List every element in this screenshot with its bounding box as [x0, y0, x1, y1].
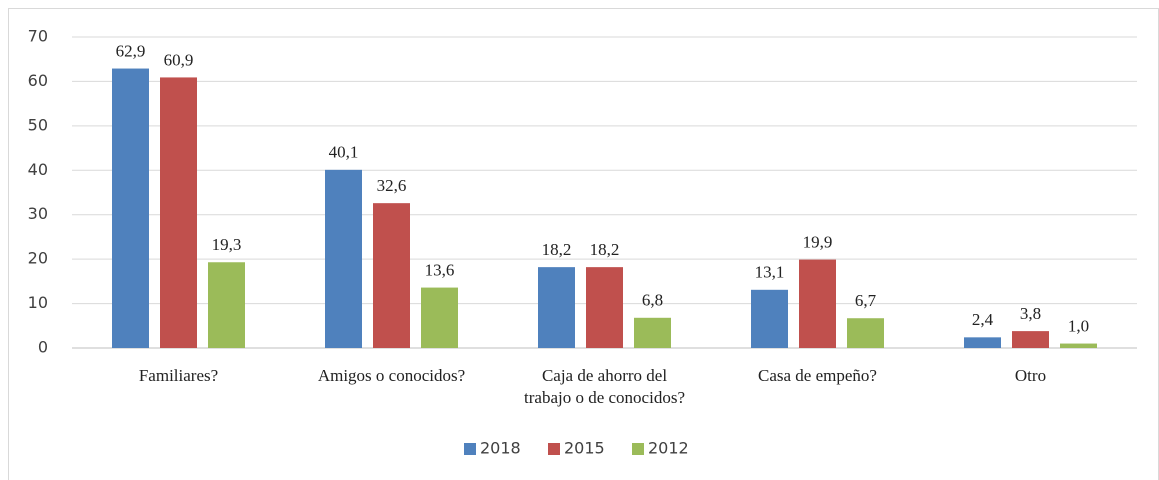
- bar: [964, 337, 1001, 348]
- data-label: 6,8: [642, 291, 663, 310]
- data-label: 6,7: [855, 291, 877, 310]
- x-tick-label: Caja de ahorro del trabajo o de conocidos…: [524, 366, 685, 407]
- legend-label: 2015: [564, 439, 605, 458]
- bar: [421, 287, 458, 348]
- y-tick-label: 40: [28, 160, 48, 179]
- y-tick-label: 50: [28, 115, 48, 134]
- data-label: 18,2: [542, 240, 572, 259]
- bar: [325, 169, 362, 348]
- bar: [586, 267, 623, 348]
- y-tick-label: 0: [38, 338, 48, 357]
- data-label: 19,3: [212, 235, 242, 254]
- legend-swatch: [548, 443, 560, 455]
- bar: [751, 289, 788, 348]
- bar: [847, 318, 884, 348]
- bar: [160, 77, 197, 349]
- x-tick-label: Casa de empeño?: [758, 366, 877, 385]
- data-label: 2,4: [972, 310, 994, 329]
- data-label: 60,9: [164, 50, 194, 69]
- data-label: 32,6: [377, 176, 407, 195]
- bar: [799, 259, 836, 348]
- y-tick-label: 10: [28, 293, 48, 312]
- bar: [112, 68, 149, 349]
- bar: [373, 203, 410, 348]
- legend-label: 2018: [480, 439, 521, 458]
- y-tick-label: 20: [28, 249, 48, 268]
- y-tick-label: 30: [28, 204, 48, 223]
- y-tick-label: 60: [28, 71, 48, 90]
- x-tick-label: Familiares?: [139, 366, 218, 385]
- x-tick-label: Amigos o conocidos?: [318, 366, 465, 385]
- y-tick-label: 70: [28, 27, 48, 46]
- legend-swatch: [632, 443, 644, 455]
- data-label: 18,2: [590, 240, 620, 259]
- bar: [1012, 331, 1049, 348]
- data-label: 19,9: [803, 232, 833, 251]
- data-label: 1,0: [1068, 316, 1089, 335]
- bar: [538, 267, 575, 348]
- x-tick-label: Otro: [1015, 366, 1046, 385]
- legend-swatch: [464, 443, 476, 455]
- bar: [208, 262, 245, 348]
- data-label: 13,6: [425, 260, 455, 279]
- data-label: 40,1: [329, 143, 359, 162]
- bar: [634, 317, 671, 348]
- data-label: 62,9: [116, 41, 146, 60]
- legend-label: 2012: [648, 439, 689, 458]
- data-label: 13,1: [755, 263, 785, 282]
- data-label: 3,8: [1020, 304, 1041, 323]
- bar: [1060, 343, 1097, 348]
